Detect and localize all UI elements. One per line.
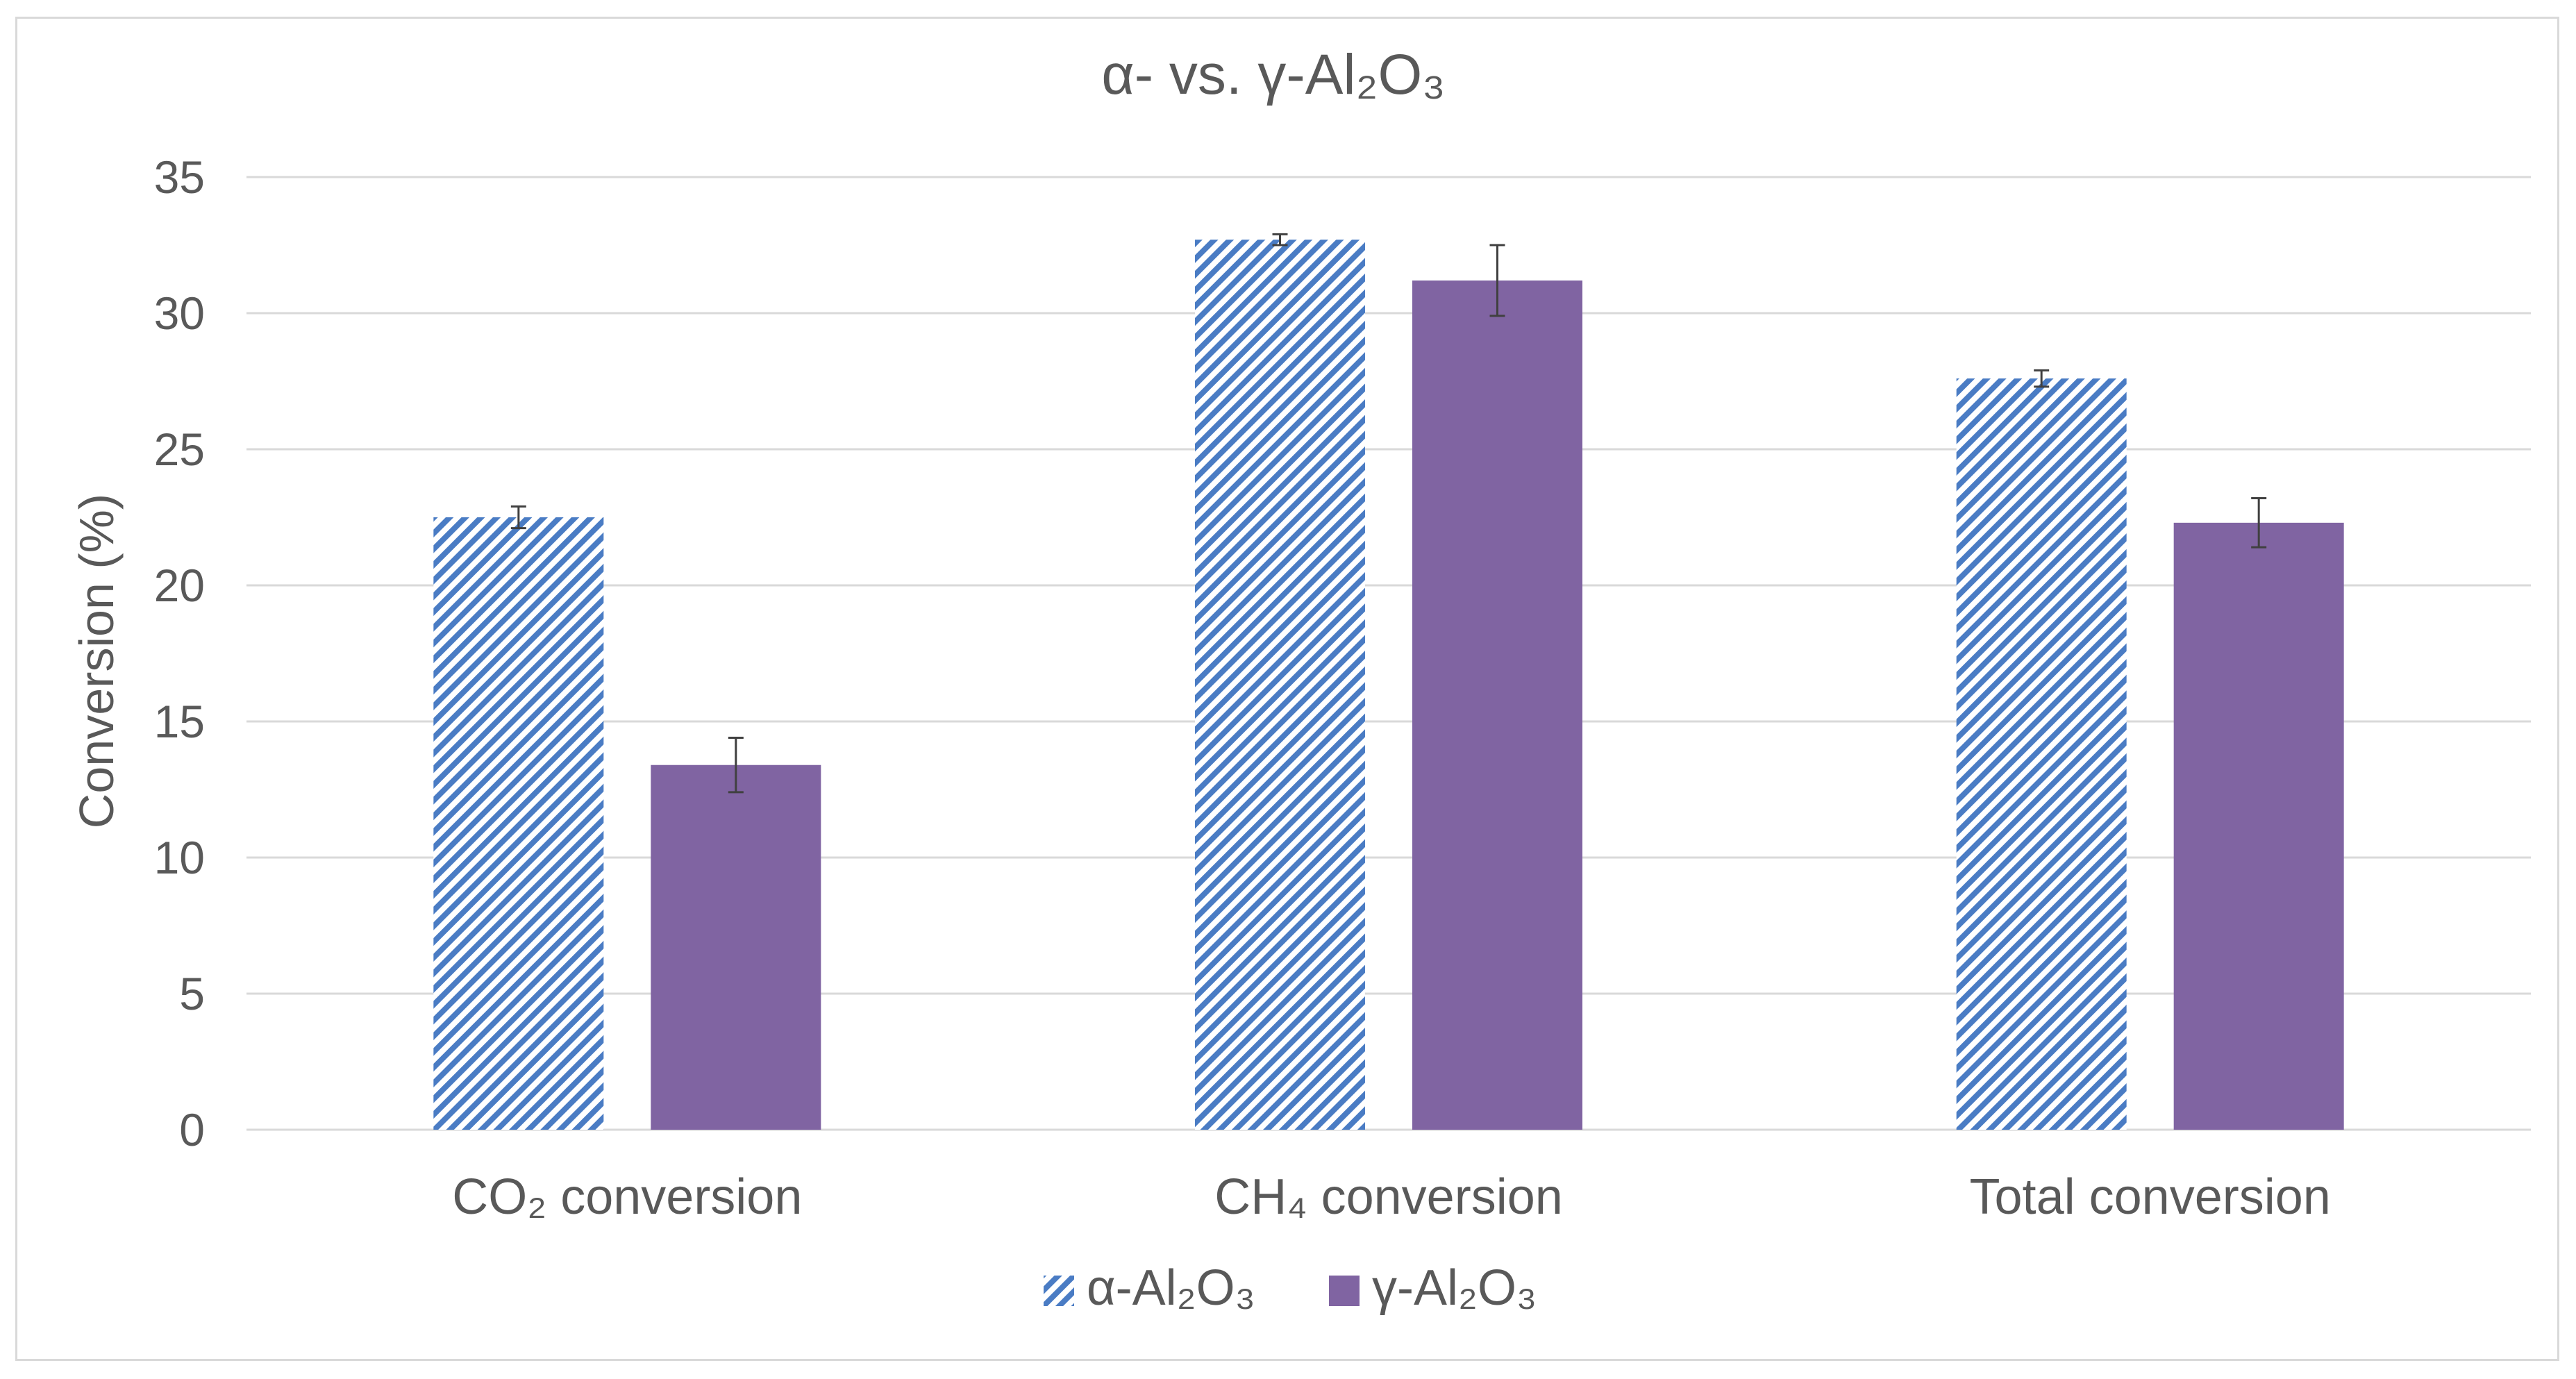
x-category-label: CH₄ conversion <box>1214 1169 1563 1225</box>
legend-item-alpha: α-Al₂O₃ <box>1044 1260 1255 1316</box>
error-bar-gamma-2 <box>2251 497 2267 549</box>
bar-alpha-2 <box>1956 378 2127 1130</box>
legend-item-gamma: γ-Al₂O₃ <box>1329 1260 1537 1316</box>
y-tick-label: 20 <box>154 560 205 611</box>
y-tick-label: 15 <box>154 696 205 747</box>
chart-frame: α- vs. γ-Al₂O₃ Conversion (%) 0 5 10 15 20 25… <box>15 17 2559 1361</box>
legend-swatch-alpha <box>1044 1276 1074 1306</box>
chart-svg: α- vs. γ-Al₂O₃ Conversion (%) 0 5 10 15 20 25… <box>69 43 2531 1316</box>
error-bars <box>510 233 2267 794</box>
legend-label-alpha: α-Al₂O₃ <box>1087 1260 1255 1316</box>
x-axis-categories: CO₂ conversion CH₄ conversion Total conver… <box>452 1169 2331 1225</box>
error-bar-alpha-2 <box>2034 369 2050 388</box>
y-tick-label: 0 <box>179 1104 205 1155</box>
legend-label-gamma: γ-Al₂O₃ <box>1372 1260 1537 1316</box>
bars <box>433 240 2344 1130</box>
error-bar-alpha-0 <box>510 505 526 530</box>
y-tick-label: 35 <box>154 151 205 203</box>
bar-gamma-1 <box>1412 280 1582 1130</box>
error-bar-alpha-1 <box>1272 233 1288 246</box>
legend-swatch-gamma <box>1329 1276 1360 1306</box>
x-category-label: Total conversion <box>1970 1169 2331 1225</box>
bar-alpha-1 <box>1195 240 1365 1130</box>
x-category-label: CO₂ conversion <box>452 1169 802 1225</box>
y-axis-title: Conversion (%) <box>69 494 124 828</box>
error-bar-gamma-0 <box>728 737 744 794</box>
bar-gamma-2 <box>2173 522 2344 1130</box>
gridlines <box>246 176 2531 1131</box>
legend: α-Al₂O₃ γ-Al₂O₃ <box>1044 1260 1537 1316</box>
y-tick-label: 25 <box>154 424 205 475</box>
bar-alpha-0 <box>433 517 604 1130</box>
y-axis-ticks: 0 5 10 15 20 25 30 35 <box>154 151 205 1155</box>
error-bar-gamma-1 <box>1489 244 1505 317</box>
bar-gamma-0 <box>651 764 821 1130</box>
y-tick-label: 30 <box>154 287 205 339</box>
y-tick-label: 5 <box>179 968 205 1019</box>
y-tick-label: 10 <box>154 832 205 883</box>
chart-title: α- vs. γ-Al₂O₃ <box>1101 43 1445 106</box>
